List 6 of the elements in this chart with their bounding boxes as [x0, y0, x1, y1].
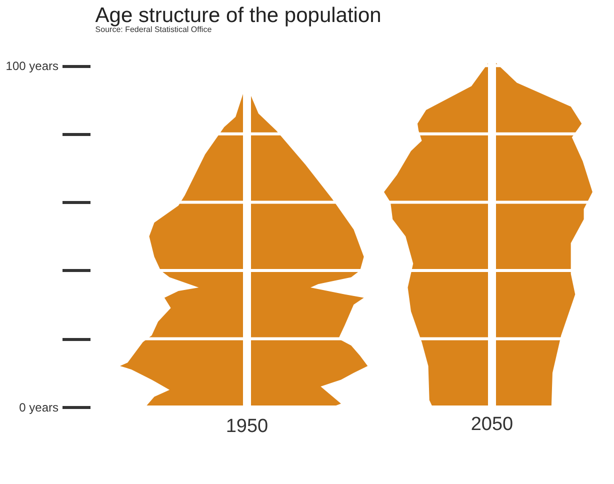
- x-axis-title: 1950: [226, 416, 268, 437]
- y-tick-label: 0 years: [19, 400, 58, 414]
- x-axis-title: 2050: [470, 414, 514, 435]
- source-note: Source: Federal Statistical Office: [95, 25, 212, 34]
- y-tick-label: 100 years: [6, 59, 58, 74]
- chart-title: Age structure of the population: [95, 4, 382, 27]
